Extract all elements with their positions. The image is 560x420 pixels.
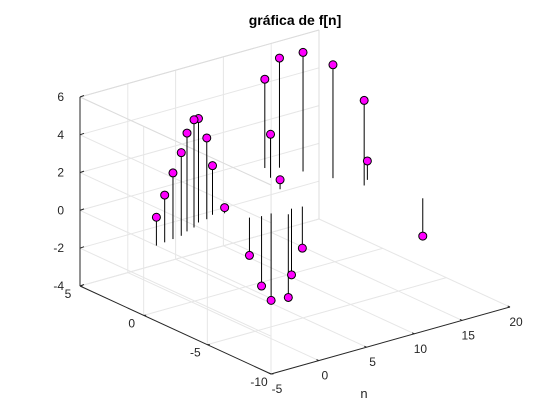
data-marker xyxy=(152,213,160,221)
x-tick-label: -5 xyxy=(272,382,283,396)
data-marker xyxy=(169,169,177,177)
data-marker xyxy=(360,96,368,104)
y-tick-label: 0 xyxy=(128,316,135,330)
x-tick-label: 15 xyxy=(462,328,476,342)
y-tick-label: -5 xyxy=(190,346,201,360)
data-marker xyxy=(363,157,371,165)
z-tick-label: 6 xyxy=(57,90,64,104)
y-tick-label: 5 xyxy=(65,287,72,301)
data-marker xyxy=(329,61,337,69)
z-tick-label: 0 xyxy=(57,203,64,217)
data-marker xyxy=(183,129,191,137)
data-marker xyxy=(299,48,307,56)
x-axis-title: n xyxy=(360,386,367,401)
data-marker xyxy=(245,251,253,259)
data-marker xyxy=(258,282,266,290)
data-marker xyxy=(275,54,283,62)
data-marker xyxy=(267,296,275,304)
data-marker xyxy=(267,130,275,138)
z-tick-label: 2 xyxy=(57,166,64,180)
z-tick-label: -4 xyxy=(53,279,64,293)
chart-title: gráfica de f[n] xyxy=(249,12,342,28)
x-tick-label: 10 xyxy=(414,342,428,356)
data-marker xyxy=(288,271,296,279)
x-tick-label: 0 xyxy=(321,369,328,383)
y-tick-label: -10 xyxy=(250,375,268,389)
data-marker xyxy=(261,75,269,83)
z-tick-label: -2 xyxy=(53,241,64,255)
data-marker xyxy=(209,162,217,170)
z-tick-label: 4 xyxy=(57,128,64,142)
data-marker xyxy=(203,134,211,142)
data-marker xyxy=(276,176,284,184)
data-marker xyxy=(221,204,229,212)
data-marker xyxy=(284,293,292,301)
data-marker xyxy=(190,116,198,124)
x-tick-label: 20 xyxy=(509,315,523,329)
data-marker xyxy=(419,232,427,240)
data-marker xyxy=(161,191,169,199)
x-tick-label: 5 xyxy=(369,355,376,369)
data-marker xyxy=(177,149,185,157)
data-marker xyxy=(298,244,306,252)
